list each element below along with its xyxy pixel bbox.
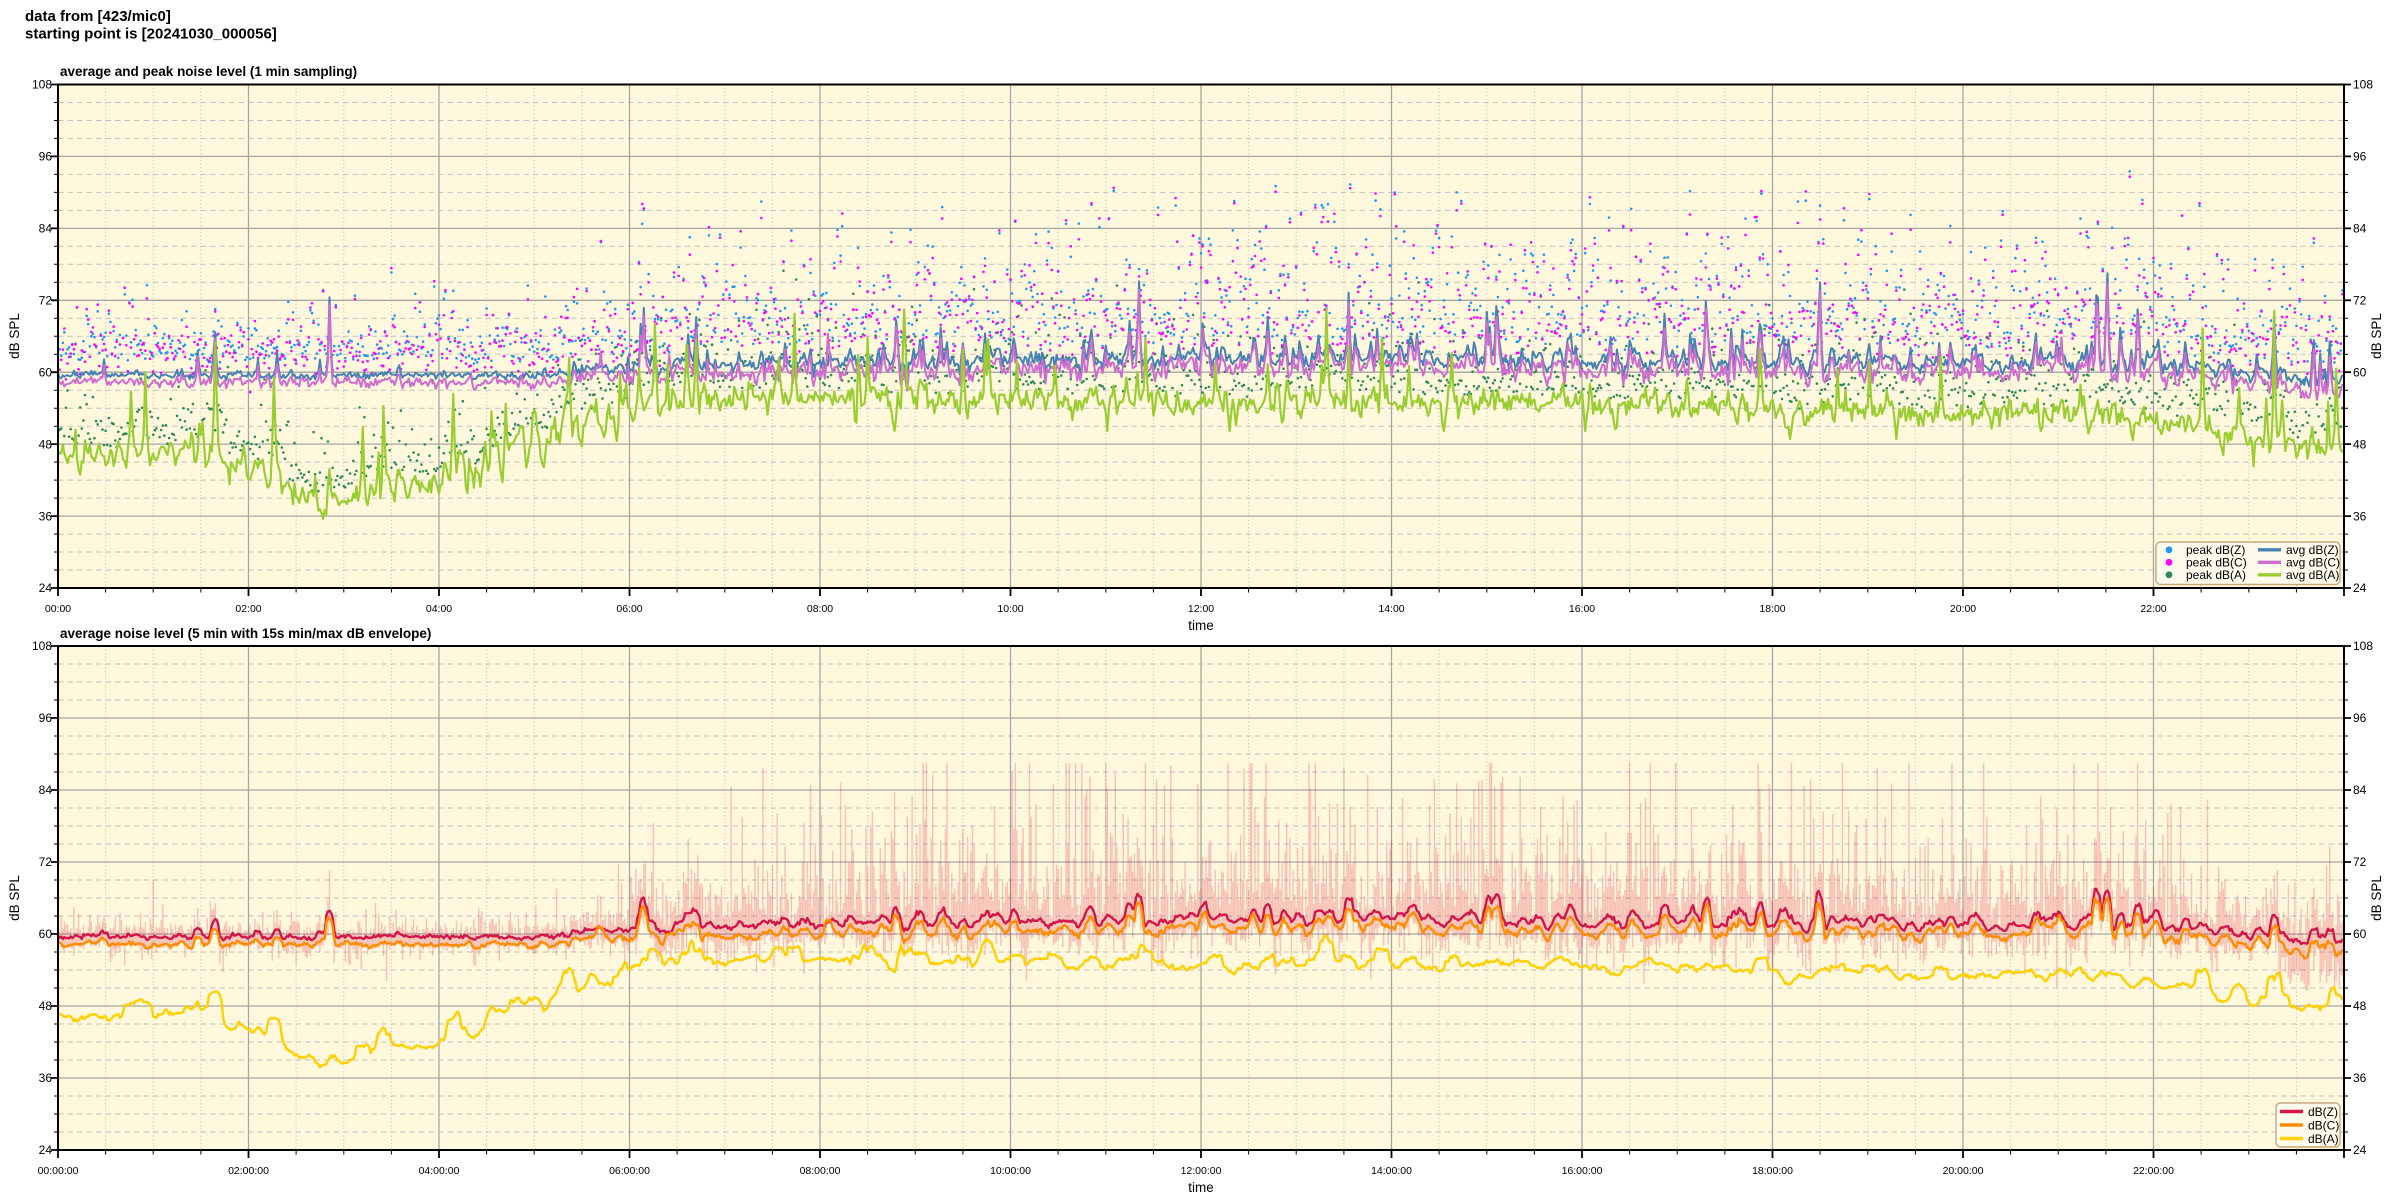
- svg-text:average noise level (5 min wit: average noise level (5 min with 15s min/…: [60, 626, 431, 641]
- svg-text:60: 60: [39, 927, 53, 941]
- svg-text:72: 72: [39, 855, 53, 869]
- svg-text:20:00: 20:00: [1950, 603, 1976, 615]
- svg-text:84: 84: [39, 222, 53, 236]
- svg-text:72: 72: [39, 294, 53, 308]
- svg-text:96: 96: [39, 150, 53, 164]
- svg-text:48: 48: [39, 437, 53, 451]
- svg-text:48: 48: [2353, 999, 2367, 1013]
- svg-text:108: 108: [2353, 639, 2373, 653]
- svg-text:108: 108: [32, 78, 52, 92]
- svg-text:00:00: 00:00: [45, 603, 71, 615]
- svg-text:14:00: 14:00: [1378, 603, 1404, 615]
- svg-text:00:00:00: 00:00:00: [38, 1165, 79, 1177]
- svg-text:peak dB(A): peak dB(A): [2186, 568, 2246, 582]
- svg-text:08:00:00: 08:00:00: [800, 1165, 841, 1177]
- svg-text:48: 48: [39, 999, 53, 1013]
- svg-text:time: time: [1188, 1180, 1214, 1195]
- svg-text:96: 96: [2353, 150, 2367, 164]
- svg-text:36: 36: [2353, 1071, 2367, 1085]
- svg-text:dB(Z): dB(Z): [2308, 1105, 2338, 1119]
- svg-text:10:00:00: 10:00:00: [990, 1165, 1031, 1177]
- svg-text:avg dB(C): avg dB(C): [2286, 556, 2340, 570]
- svg-text:36: 36: [39, 1071, 53, 1085]
- svg-text:data from [423/mic0]: data from [423/mic0]: [25, 8, 171, 25]
- svg-text:24: 24: [39, 1143, 53, 1157]
- svg-text:24: 24: [2353, 1143, 2367, 1157]
- svg-text:peak dB(Z): peak dB(Z): [2186, 543, 2245, 557]
- svg-text:108: 108: [2353, 78, 2373, 92]
- svg-text:16:00: 16:00: [1569, 603, 1595, 615]
- svg-text:72: 72: [2353, 855, 2367, 869]
- svg-text:dB SPL: dB SPL: [7, 875, 22, 921]
- svg-text:84: 84: [2353, 222, 2367, 236]
- svg-text:04:00:00: 04:00:00: [419, 1165, 460, 1177]
- svg-text:peak dB(C): peak dB(C): [2186, 556, 2247, 570]
- svg-text:96: 96: [39, 711, 53, 725]
- svg-text:24: 24: [39, 581, 53, 595]
- svg-text:12:00:00: 12:00:00: [1181, 1165, 1222, 1177]
- svg-text:dB SPL: dB SPL: [2369, 313, 2384, 359]
- svg-text:24: 24: [2353, 581, 2367, 595]
- svg-text:48: 48: [2353, 437, 2367, 451]
- svg-text:84: 84: [39, 783, 53, 797]
- svg-text:96: 96: [2353, 711, 2367, 725]
- svg-text:108: 108: [32, 639, 52, 653]
- svg-text:06:00: 06:00: [616, 603, 642, 615]
- svg-text:02:00: 02:00: [235, 603, 261, 615]
- svg-text:14:00:00: 14:00:00: [1371, 1165, 1412, 1177]
- svg-text:60: 60: [2353, 365, 2367, 379]
- svg-text:avg dB(Z): avg dB(Z): [2286, 543, 2339, 557]
- svg-text:dB SPL: dB SPL: [7, 313, 22, 359]
- svg-text:36: 36: [2353, 509, 2367, 523]
- svg-text:60: 60: [2353, 927, 2367, 941]
- svg-text:36: 36: [39, 509, 53, 523]
- svg-text:time: time: [1188, 618, 1214, 633]
- svg-text:18:00: 18:00: [1759, 603, 1785, 615]
- svg-text:84: 84: [2353, 783, 2367, 797]
- svg-text:10:00: 10:00: [997, 603, 1023, 615]
- svg-text:18:00:00: 18:00:00: [1752, 1165, 1793, 1177]
- svg-text:dB(A): dB(A): [2308, 1132, 2339, 1146]
- svg-text:20:00:00: 20:00:00: [1943, 1165, 1984, 1177]
- svg-text:dB SPL: dB SPL: [2369, 875, 2384, 921]
- svg-text:avg dB(A): avg dB(A): [2286, 568, 2339, 582]
- svg-text:60: 60: [39, 365, 53, 379]
- svg-text:average and peak noise level (: average and peak noise level (1 min samp…: [60, 64, 357, 79]
- svg-text:16:00:00: 16:00:00: [1562, 1165, 1603, 1177]
- svg-text:dB(C): dB(C): [2308, 1118, 2339, 1132]
- svg-text:04:00: 04:00: [426, 603, 452, 615]
- svg-text:72: 72: [2353, 294, 2367, 308]
- svg-text:06:00:00: 06:00:00: [609, 1165, 650, 1177]
- svg-text:22:00: 22:00: [2140, 603, 2166, 615]
- svg-text:starting point is [20241030_00: starting point is [20241030_000056]: [25, 26, 277, 43]
- svg-text:08:00: 08:00: [807, 603, 833, 615]
- svg-text:02:00:00: 02:00:00: [228, 1165, 269, 1177]
- svg-text:22:00:00: 22:00:00: [2133, 1165, 2174, 1177]
- svg-text:12:00: 12:00: [1188, 603, 1214, 615]
